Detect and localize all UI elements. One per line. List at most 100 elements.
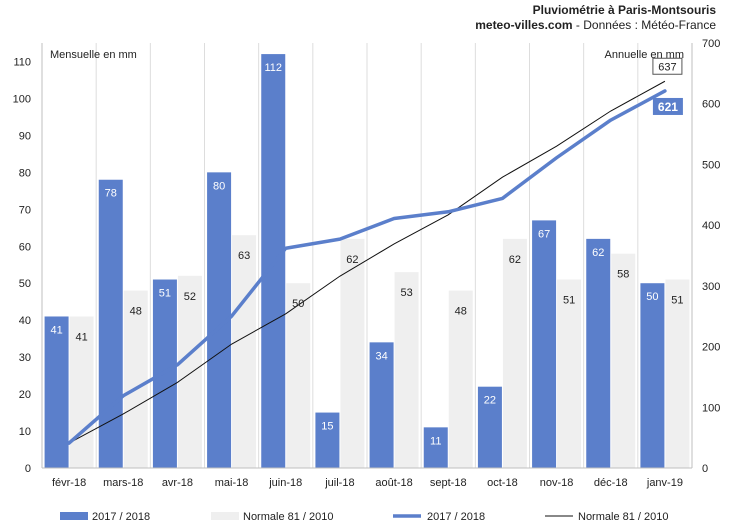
x-tick-label: août-18 [375,477,412,489]
right-tick-label: 0 [702,463,708,475]
bar-current [640,283,665,468]
bar-normal-label: 62 [509,254,521,266]
bar-current-label: 22 [484,395,496,407]
bar-normal-label: 41 [75,331,87,343]
bar-normal [665,279,690,468]
bar-current-label: 78 [105,188,117,200]
bar-current [532,220,557,468]
legend-label-normal-line: Normale 81 / 2010 [578,511,669,523]
bar-current-label: 50 [646,291,658,303]
left-tick-label: 70 [19,204,31,216]
bar-normal [502,238,527,468]
bar-normal-label: 50 [292,298,304,310]
line-current [67,89,667,445]
bar-current [477,386,502,468]
bar-normal [340,238,365,468]
end-label-normal-box [652,57,683,75]
legend-label-current-line: 2017 / 2018 [427,511,485,523]
bar-normal [232,235,257,468]
x-tick-label: mars-18 [103,477,143,489]
bar-current [586,238,611,468]
left-tick-label: 30 [19,352,31,364]
x-tick-label: oct-18 [487,477,518,489]
bar-normal-label: 58 [617,269,629,281]
chart-title-block: Pluviométrie à Paris-Montsouris meteo-vi… [475,3,716,33]
right-tick-label: 200 [702,342,720,354]
left-tick-label: 40 [19,315,31,327]
x-tick-label: avr-18 [162,477,193,489]
x-tick-label: juin-18 [268,477,302,489]
legend-label-current-bar: 2017 / 2018 [92,511,150,523]
bar-current-label: 80 [213,180,225,192]
line-normal [68,80,666,444]
left-tick-label: 90 [19,130,31,142]
bar-current-label: 41 [50,324,62,336]
bar-normal [557,279,582,468]
x-tick-label: sept-18 [430,477,467,489]
left-tick-label: 0 [25,463,31,475]
bar-current-label: 51 [159,288,171,300]
end-label-current: 621 [658,100,678,114]
bar-current [369,342,394,468]
bar-normal-label: 52 [184,291,196,303]
bar-normal-label: 51 [563,295,575,307]
bar-normal [394,272,419,468]
x-tick-label: févr-18 [52,477,86,489]
bar-current [98,179,123,468]
left-tick-label: 110 [13,56,31,68]
bar-normal [177,275,202,468]
right-tick-label: 700 [702,38,720,50]
right-tick-label: 500 [702,159,720,171]
left-tick-label: 10 [19,426,31,438]
x-tick-label: nov-18 [540,477,574,489]
left-tick-label: 80 [19,167,31,179]
bar-current [44,316,69,468]
bar-normal [286,283,311,468]
site-name: meteo-villes.com [475,18,573,32]
x-tick-label: juil-18 [324,477,354,489]
x-tick-label: déc-18 [594,477,628,489]
right-tick-label: 600 [702,99,720,111]
bar-current [423,427,448,468]
x-tick-label: mai-18 [215,477,249,489]
bar-current [315,412,340,468]
axes: 0 10 20 30 40 50 60 70 80 90 100 110 0 100 200 300 400 50… [13,38,721,489]
right-tick-label: 100 [702,402,720,414]
bar-current-label: 11 [430,435,441,447]
end-label-normal: 637 [658,61,676,73]
left-tick-label: 20 [19,389,31,401]
bar-normal [69,316,94,468]
bar-current-label: 34 [375,350,387,362]
left-tick-label: 100 [13,93,31,105]
bar-normal [448,290,473,468]
left-tick-label: 50 [19,278,31,290]
legend-label-normal-bar: Normale 81 / 2010 [243,511,334,523]
bar-normal-label: 53 [400,287,412,299]
bar-current [261,54,286,469]
bar-normal [611,253,636,468]
bar-normal [123,290,148,468]
bar-normal-label: 62 [346,254,358,266]
legend-swatch-normal-bar [211,512,239,520]
bar-normal-label: 63 [238,250,250,262]
legend: 2017 / 2018 Normale 81 / 2010 2017 / 2018 N… [60,511,669,523]
x-tick-label: janv-19 [646,477,683,489]
bar-normal-label: 48 [130,306,142,318]
left-tick-label: 60 [19,241,31,253]
end-label-current-box [652,97,683,115]
legend-swatch-current-bar [60,512,88,520]
right-tick-label: 300 [702,281,720,293]
bar-current-label: 67 [538,228,550,240]
chart-title: Pluviométrie à Paris-Montsouris [532,3,716,17]
cumulative-lines [67,80,667,445]
left-axis-title: Mensuelle en mm [50,49,137,61]
bar-normal-label: 48 [455,306,467,318]
bar-current-label: 15 [321,421,333,433]
right-tick-label: 400 [702,220,720,232]
data-source: - Données : Météo-France [572,18,716,32]
bar-normal-label: 51 [671,295,683,307]
chart-subtitle: meteo-villes.com - Données : Météo-Franc… [475,18,716,33]
bar-current-label: 62 [592,247,604,259]
bar-current-label: 112 [264,62,282,74]
